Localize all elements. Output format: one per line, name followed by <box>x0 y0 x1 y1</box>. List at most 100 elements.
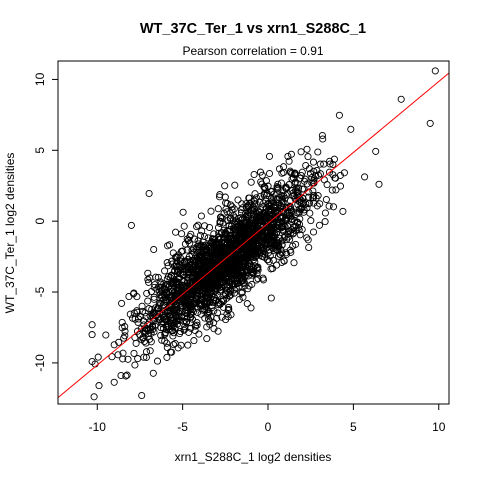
data-point <box>287 150 295 158</box>
data-point <box>211 281 219 289</box>
data-point <box>325 202 333 210</box>
data-point <box>158 336 166 344</box>
data-point <box>248 280 256 288</box>
data-point <box>95 382 103 390</box>
data-point <box>227 266 235 275</box>
data-point <box>228 203 236 211</box>
data-point <box>265 169 274 178</box>
data-point <box>316 200 324 208</box>
data-point <box>302 161 310 170</box>
data-point <box>157 324 165 332</box>
data-point <box>300 208 308 216</box>
data-point <box>231 271 239 279</box>
data-point <box>309 158 318 166</box>
data-point <box>328 186 336 194</box>
data-point <box>121 323 129 331</box>
data-point <box>266 252 274 260</box>
data-point <box>300 185 308 193</box>
data-point <box>192 322 200 330</box>
data-point <box>193 266 201 274</box>
data-point <box>261 183 269 191</box>
data-point <box>249 238 257 246</box>
data-point <box>209 260 217 268</box>
data-point <box>303 234 311 242</box>
data-point <box>286 227 294 235</box>
data-point <box>202 285 210 293</box>
x-tick-label: 10 <box>432 420 446 434</box>
data-point <box>257 213 265 221</box>
y-tick-label: 0 <box>33 218 47 225</box>
data-point <box>177 284 185 292</box>
data-point <box>347 125 355 133</box>
data-point <box>339 207 347 215</box>
data-point <box>321 209 329 217</box>
data-point <box>277 202 285 211</box>
data-point <box>129 290 138 298</box>
data-point <box>144 330 152 338</box>
data-point <box>234 196 242 204</box>
data-point <box>163 259 171 267</box>
data-point <box>279 212 287 221</box>
data-point <box>171 324 179 332</box>
data-point <box>294 218 302 226</box>
data-point <box>193 223 201 231</box>
data-point <box>193 304 201 312</box>
data-point <box>263 191 271 199</box>
x-tick-label: -5 <box>177 420 188 434</box>
data-point <box>298 168 306 176</box>
data-point <box>161 267 169 275</box>
data-point <box>292 240 300 248</box>
x-axis-label: xrn1_S288C_1 log2 densities <box>175 450 332 464</box>
data-point <box>207 207 215 215</box>
data-point <box>372 147 380 155</box>
data-point <box>220 226 228 234</box>
data-point <box>88 321 96 329</box>
data-point <box>88 357 96 366</box>
data-point <box>250 207 258 215</box>
data-point <box>245 208 253 216</box>
data-point <box>293 179 301 188</box>
data-point <box>316 160 324 168</box>
data-point <box>187 230 195 238</box>
data-point <box>206 291 214 299</box>
data-point <box>243 300 251 308</box>
fit-line <box>57 72 450 399</box>
data-point <box>118 299 126 307</box>
data-point <box>143 289 151 297</box>
data-point <box>170 322 178 330</box>
data-point <box>219 295 227 303</box>
data-point <box>215 235 223 244</box>
data-point <box>138 302 146 310</box>
data-point <box>219 219 227 227</box>
data-point <box>88 331 96 339</box>
data-point <box>205 315 213 323</box>
data-point <box>301 175 309 183</box>
data-point <box>201 232 209 241</box>
data-point <box>94 353 102 361</box>
data-point <box>314 148 322 156</box>
data-point <box>164 262 172 270</box>
data-point <box>284 152 292 160</box>
data-point <box>304 236 312 244</box>
data-point <box>265 152 274 160</box>
data-point <box>269 233 277 241</box>
data-point <box>307 217 315 225</box>
data-point <box>308 174 316 182</box>
data-point <box>221 193 229 201</box>
data-point <box>272 242 280 250</box>
data-point <box>164 273 172 281</box>
data-point <box>210 269 218 277</box>
data-point <box>280 163 288 171</box>
data-point <box>289 189 297 197</box>
data-point <box>206 317 214 325</box>
data-point <box>156 291 164 299</box>
data-point <box>296 174 304 182</box>
data-point <box>174 344 182 352</box>
data-point <box>114 351 122 359</box>
data-point <box>294 223 302 232</box>
data-point <box>123 371 131 379</box>
data-point <box>119 355 127 363</box>
data-point <box>259 244 267 252</box>
data-point <box>304 153 312 161</box>
data-point <box>177 304 185 312</box>
